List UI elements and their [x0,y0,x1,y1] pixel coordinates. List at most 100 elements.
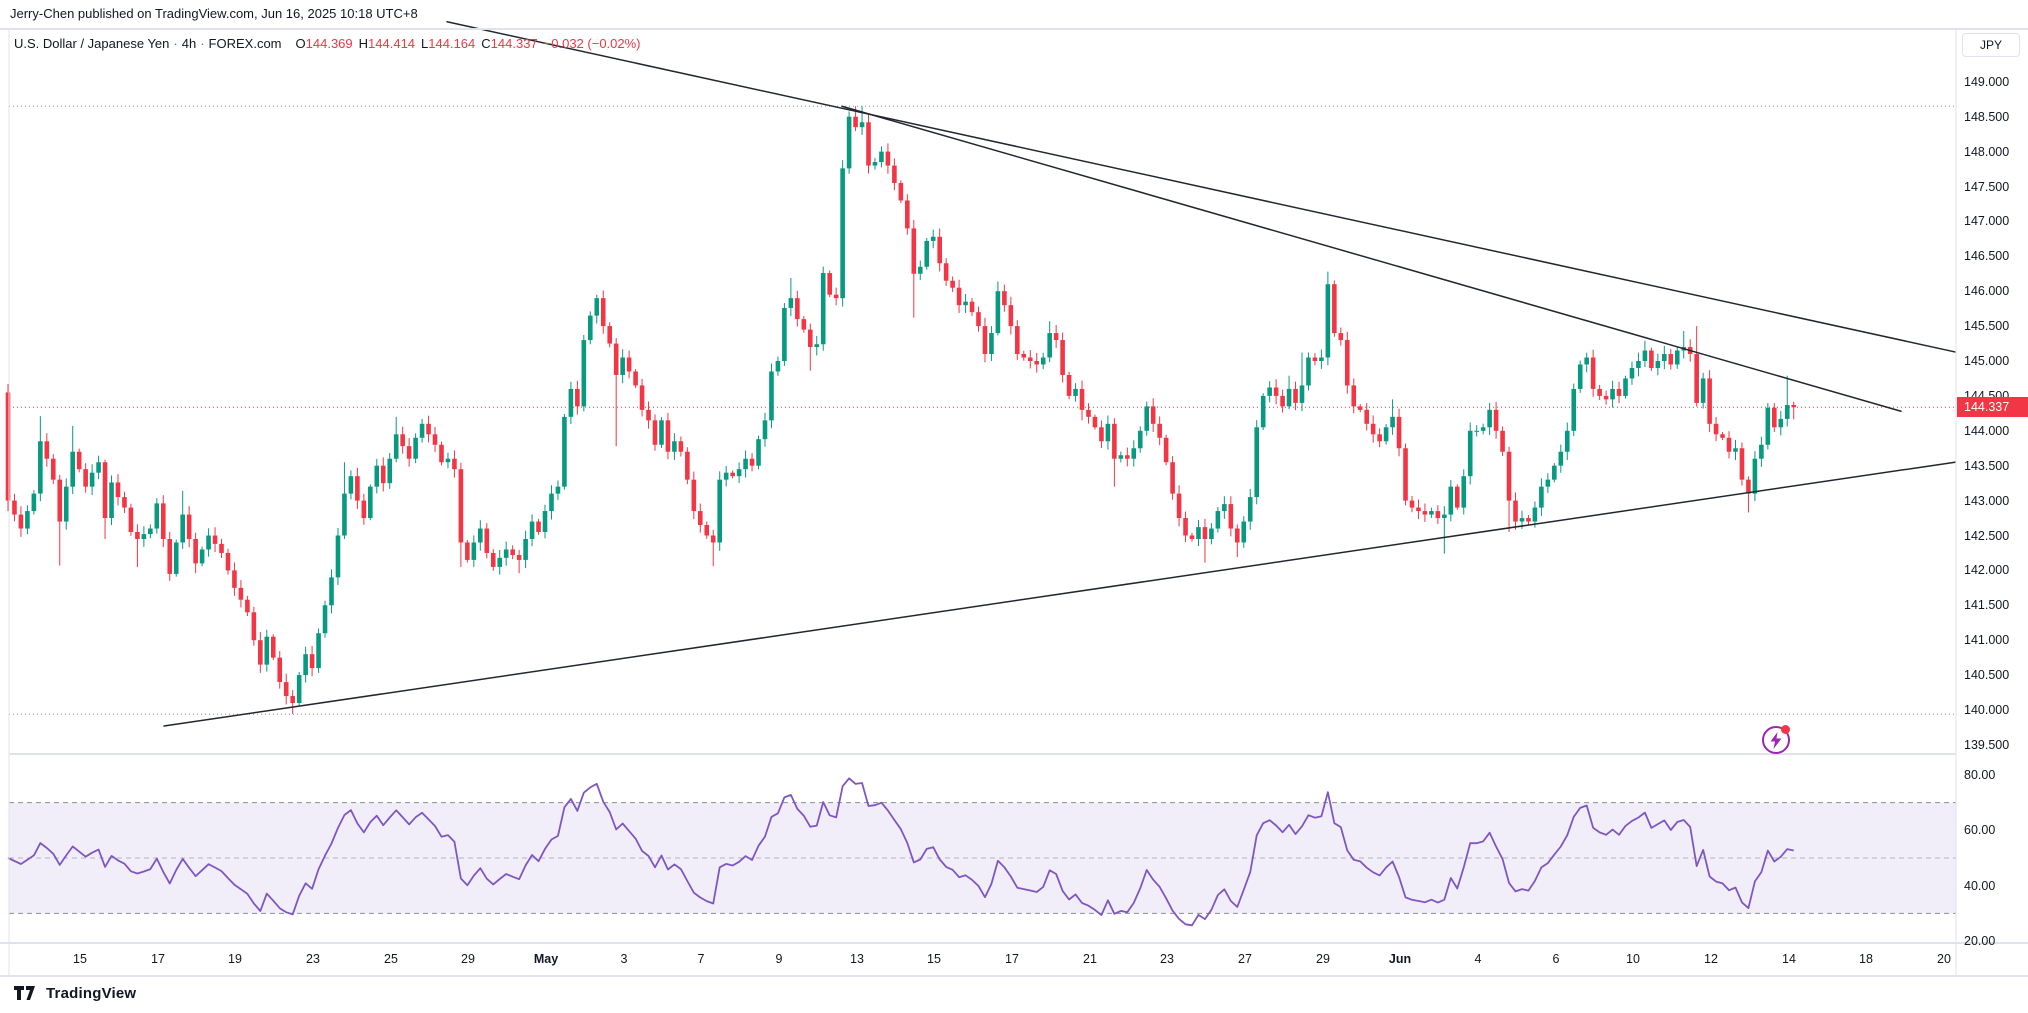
open-letter: O [295,36,306,51]
price-axis-label: 146.000 [1964,284,2010,299]
time-axis-label: 17 [1005,952,1019,966]
candle-up [1577,364,1583,389]
candle-up [562,416,567,487]
candle-up [963,301,968,306]
candle-down [1351,385,1357,407]
trendline-upper-resistance-2[interactable] [841,105,1902,413]
candle-down [439,444,444,463]
candle-down [1726,437,1732,452]
rsi-axis-label: 80.00 [1964,767,1996,782]
candle-down [1713,423,1719,435]
candle-down [613,343,619,375]
candle-down [749,458,755,466]
candle-up [141,534,147,539]
candle-down [1344,340,1350,386]
candle-up [1254,427,1260,498]
candle-up [1700,378,1706,403]
currency-badge[interactable]: JPY [1962,33,2020,57]
candle-down [1500,430,1505,452]
candle-up [1752,458,1758,494]
candle-up [1073,388,1078,396]
exchange-label: FOREX.com [208,36,282,51]
time-axis-label: Jun [1388,952,1412,966]
candle-down [639,385,645,410]
trendline-upper-resistance-1[interactable] [446,21,1956,353]
candle-up [89,472,95,487]
candle-down [1707,378,1712,424]
candle-down [44,441,50,459]
price-axis-label: 147.500 [1964,179,2010,194]
candle-up [1674,350,1680,365]
candle-down [905,200,910,229]
tradingview-logo-icon [14,986,35,1000]
candle-up [542,511,548,533]
open-value: 144.369 [305,36,353,51]
symbol-title[interactable]: U.S. Dollar / Japanese Yen [14,36,170,51]
candle-up [930,236,936,241]
candle-up [1215,511,1221,529]
candle-down [1008,305,1014,327]
candle-up [1784,404,1790,419]
notification-dot [1781,725,1790,734]
time-axis-label: 14 [1782,952,1796,966]
price-axis-label: 148.000 [1964,144,2010,159]
candle-down [380,465,386,484]
candle-down [1034,361,1040,365]
candle-up [523,538,528,560]
candle-down [1668,354,1674,365]
candle-up [1623,378,1628,396]
price-axis-label: 147.000 [1964,214,2010,229]
price-axis-label: 140.500 [1964,668,2010,683]
candle-down [1099,427,1104,442]
candle-down [406,446,412,459]
candle-down [283,682,289,697]
candle-up [782,307,787,361]
price-axis-label: 141.000 [1964,633,2010,648]
candle-up [264,636,270,665]
candle-up [756,439,761,466]
candle-down [1396,416,1402,449]
change-value: −0.032 (−0.02%) [543,36,641,51]
candle-down [1293,388,1298,403]
candle-up [549,493,554,512]
candle-down [1435,511,1441,519]
candle-down [898,183,904,201]
candle-up [1047,333,1052,358]
candle-down [1739,448,1745,480]
candle-down [678,441,684,452]
candle-up [1209,528,1214,539]
candle-up [70,451,75,487]
candle-up [342,493,347,536]
candle-up [1539,486,1544,508]
trendline-lower-support[interactable] [163,461,1956,727]
candle-down [1694,354,1699,403]
candle-up [1390,416,1395,428]
candle-down [1364,409,1369,424]
candle-up [413,437,418,459]
candle-up [322,605,328,634]
candle-up [329,577,334,606]
candle-up [1564,430,1570,452]
candle-down [1616,388,1622,396]
candle-down [1422,511,1428,515]
candle-down [277,657,283,683]
candle-down [646,409,651,421]
candle-down [1086,409,1091,417]
candle-up [199,549,205,564]
footer-brand[interactable]: TradingView [14,985,136,1002]
interval-label[interactable]: 4h [181,36,197,51]
candle-down [400,434,405,447]
candle-up [588,315,593,341]
instant-trading-button[interactable] [1762,725,1790,754]
candle-down [1526,518,1531,522]
candle-down [1125,455,1130,459]
candle-down [969,301,975,313]
candle-down [1273,387,1279,396]
price-axis-label: 145.000 [1964,354,2010,368]
candle-down [1053,333,1059,341]
candle-down [1170,462,1175,494]
candle-down [516,555,522,560]
price-axis-label: 145.500 [1964,319,2010,334]
candle-up [1655,361,1661,368]
